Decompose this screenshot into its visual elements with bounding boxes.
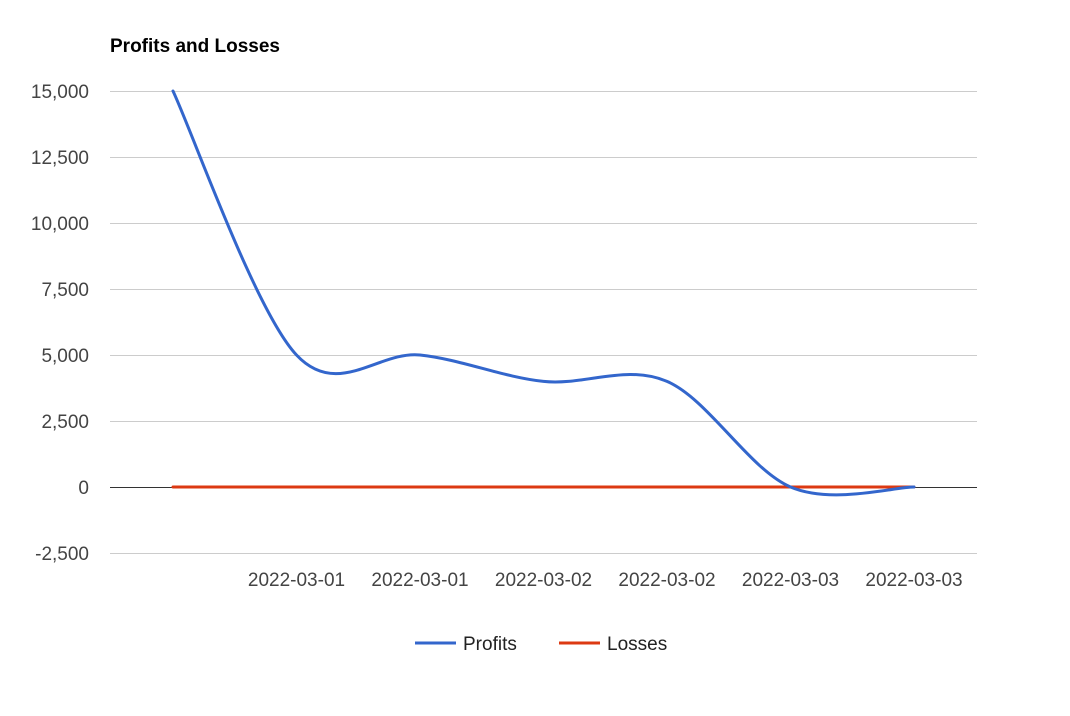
- x-tick-label: 2022-03-02: [618, 570, 715, 591]
- y-tick-label: 15,000: [31, 82, 89, 103]
- y-tick-label: 10,000: [31, 214, 89, 235]
- series-lines: [171, 89, 916, 497]
- x-tick-label: 2022-03-03: [865, 570, 962, 591]
- y-tick-label: 7,500: [41, 280, 89, 301]
- y-tick-label: 5,000: [41, 346, 89, 367]
- legend-label-losses: Losses: [607, 634, 667, 655]
- chart-title: Profits and Losses: [110, 36, 280, 57]
- legend: Profits Losses: [415, 634, 667, 655]
- y-tick-label: 0: [78, 478, 89, 499]
- y-axis-tick-labels: -2,500 0 2,500 5,000 7,500 10,000 12,500 15,000: [31, 82, 89, 565]
- x-tick-label: 2022-03-02: [495, 570, 592, 591]
- y-tick-label: -2,500: [35, 544, 89, 565]
- y-tick-label: 2,500: [41, 412, 89, 433]
- x-axis-tick-labels: 2022-03-01 2022-03-01 2022-03-02 2022-03-02…: [248, 570, 963, 591]
- series-line-profits: [171, 89, 916, 497]
- gridlines: [110, 91, 977, 554]
- y-tick-label: 12,500: [31, 148, 89, 169]
- legend-label-profits: Profits: [463, 634, 517, 655]
- x-tick-label: 2022-03-01: [248, 570, 345, 591]
- x-tick-label: 2022-03-03: [742, 570, 839, 591]
- x-tick-label: 2022-03-01: [371, 570, 468, 591]
